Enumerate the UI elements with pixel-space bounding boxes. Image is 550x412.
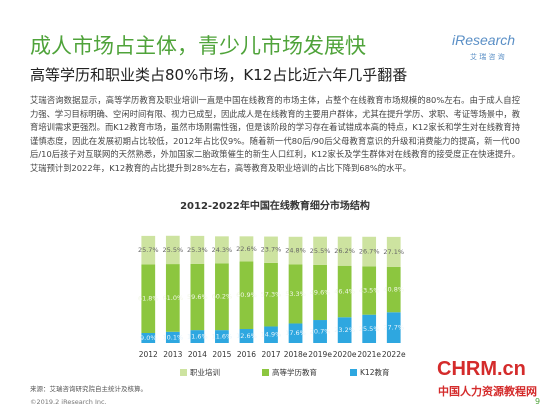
bar-segment — [337, 317, 352, 343]
x-tick-label: 2016 — [237, 350, 256, 359]
value-label: 24.8% — [285, 247, 306, 255]
bar-segment — [288, 323, 303, 343]
bar-segment — [239, 236, 254, 262]
bar-segment — [141, 264, 156, 334]
bar-segment — [313, 236, 327, 265]
bar-segment — [264, 262, 278, 327]
watermark-tagline: 中国人力资源教程网 — [438, 385, 537, 398]
value-label: 61.0% — [162, 294, 183, 302]
value-label: 23.7% — [261, 246, 282, 254]
logo-tagline: 艾 瑞 咨 询 — [470, 53, 505, 61]
slide-subtitle: 高等学历和职业类占80%市场，K12占比近六年几乎翻番 — [30, 66, 408, 84]
value-label: 26.7% — [359, 248, 380, 256]
value-label: 61.8% — [138, 295, 159, 303]
legend-swatch — [350, 369, 357, 376]
bar-segment — [386, 266, 401, 313]
x-tick-label: 2020e — [333, 350, 357, 359]
value-label: 23.2% — [334, 326, 355, 334]
value-label: 40.8% — [383, 286, 404, 294]
legend-label: 职业培训 — [190, 367, 220, 377]
x-tick-label: 2018e — [284, 350, 308, 359]
bar-segment — [239, 329, 254, 343]
x-tick-label: 2019e — [308, 350, 332, 359]
value-label: 11.6% — [212, 333, 233, 341]
bar-segment — [165, 235, 180, 265]
bar-segment — [313, 320, 327, 343]
bar-segment — [288, 236, 303, 265]
value-label: 49.6% — [310, 288, 331, 296]
bar-segment — [362, 266, 377, 315]
value-label: 26.2% — [334, 247, 355, 255]
bar-segment — [141, 235, 156, 265]
legend-swatch — [180, 369, 187, 376]
value-label: 43.5% — [359, 287, 380, 295]
bar-segment — [215, 236, 229, 264]
bar-segment — [190, 235, 205, 264]
value-label: 25.5% — [162, 246, 183, 254]
value-label: 9.0% — [140, 334, 157, 342]
value-label: 46.4% — [334, 287, 355, 295]
bar-segment — [190, 263, 205, 331]
bar-segment — [264, 236, 278, 263]
x-tick-label: 2014 — [188, 350, 207, 359]
chart-title: 2012-2022年中国在线教育细分市场结构 — [180, 199, 370, 212]
value-label: 25.5% — [359, 325, 380, 333]
value-label: 25.7% — [138, 246, 159, 254]
value-label: 10.1% — [162, 333, 183, 341]
bar-segment — [362, 236, 377, 267]
bar-segment — [239, 261, 254, 330]
value-label: 25.5% — [310, 247, 331, 255]
value-label: 24.3% — [212, 246, 233, 254]
bar-segment — [215, 330, 229, 343]
value-label: 27.7% — [383, 324, 404, 332]
x-tick-label: 2015 — [212, 350, 231, 359]
legend-label: K12教育 — [360, 367, 390, 377]
value-label: 22.6% — [236, 245, 257, 253]
page-number: 9 — [535, 397, 541, 406]
legend-label: 高等学历教育 — [272, 367, 317, 377]
slide-title: 成人市场占主体，青少儿市场发展快 — [30, 34, 366, 58]
bar-segment — [165, 264, 180, 332]
value-label: 53.3% — [285, 290, 306, 298]
value-label: 57.3% — [261, 291, 282, 299]
value-label: 59.6% — [187, 293, 208, 301]
value-label: 25.3% — [187, 246, 208, 254]
legend-swatch — [262, 369, 269, 376]
value-label: 11.6% — [187, 333, 208, 341]
bar-segment — [386, 236, 401, 267]
bar-segment — [141, 333, 156, 343]
value-label: 17.6% — [285, 329, 306, 337]
body-text: 艾瑞咨询数据显示，高等学历教育及职业培训一直是中国在线教育的市场主体，占整个在线… — [30, 95, 520, 173]
copyright: ©2019.2 iResearch Inc. — [30, 398, 107, 406]
bar-segment — [264, 326, 278, 343]
x-tick-label: 2021e — [357, 350, 381, 359]
value-label: 60.2% — [212, 293, 233, 301]
value-label: 20.7% — [310, 328, 331, 336]
x-tick-label: 2012 — [139, 350, 158, 359]
value-label: 27.1% — [383, 248, 404, 256]
bar-segment — [190, 330, 205, 343]
source: 来源：艾瑞咨询研究院自主统计及核算。 — [30, 385, 147, 393]
bar-segment — [165, 331, 180, 343]
bar-segment — [313, 264, 327, 321]
value-label: 12.6% — [236, 332, 257, 340]
bar-segment — [215, 263, 229, 331]
watermark-name: CHRM.cn — [437, 358, 526, 380]
logo-name: iResearch — [452, 32, 516, 48]
x-tick-label: 2022e — [382, 350, 406, 359]
bar-segment — [386, 312, 401, 343]
bar-segment — [362, 314, 377, 343]
value-label: 60.9% — [236, 291, 257, 299]
value-label: 14.9% — [261, 331, 282, 339]
x-tick-label: 2017 — [261, 350, 280, 359]
bar-segment — [337, 265, 352, 318]
x-tick-label: 2013 — [163, 350, 182, 359]
bar-segment — [288, 264, 303, 324]
bar-segment — [337, 236, 352, 266]
